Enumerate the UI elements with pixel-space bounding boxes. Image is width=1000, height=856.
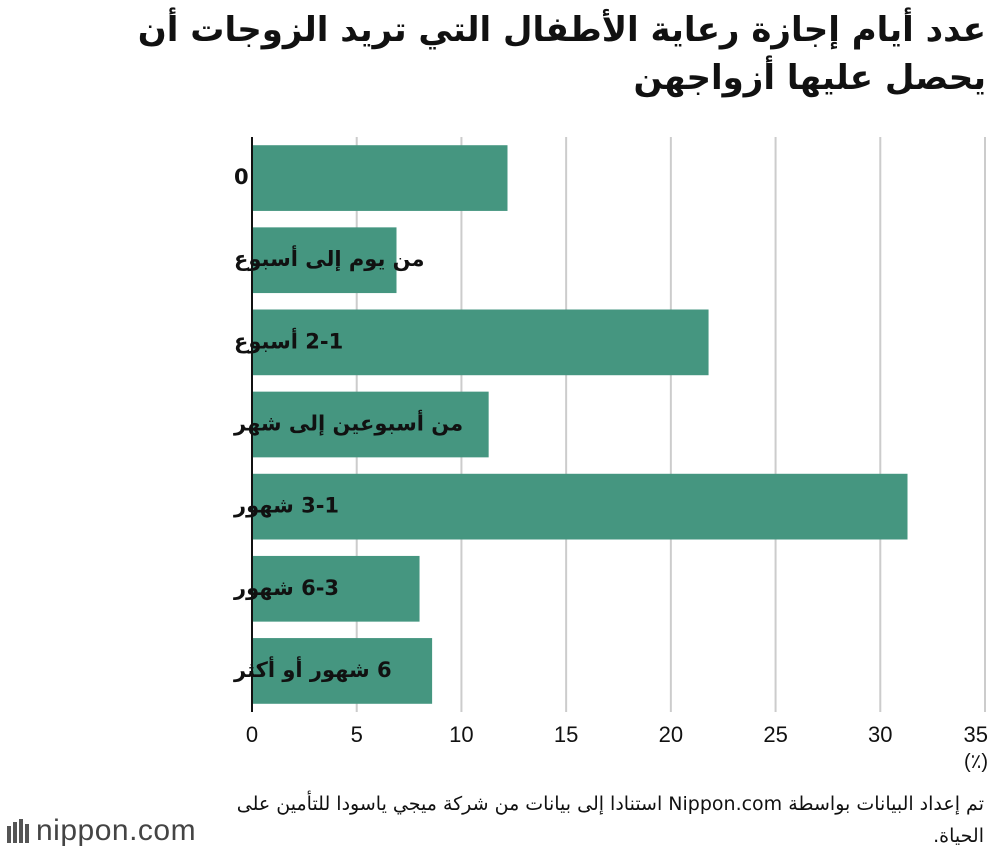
bar — [252, 391, 489, 458]
category-label: 6 شهور أو أكثر — [233, 655, 392, 682]
x-tick-label: 5 — [351, 722, 363, 747]
x-tick-label: 30 — [868, 722, 892, 747]
x-tick-label: 10 — [449, 722, 473, 747]
bar — [252, 145, 508, 211]
category-label: 6-3 شهور — [233, 576, 339, 600]
x-tick-labels: 0 5 10 15 20 25 30 35 — [246, 722, 988, 747]
nippon-logo-icon — [7, 819, 29, 843]
category-label: 2-1 أسبوع — [234, 326, 343, 353]
x-tick-label: 15 — [554, 722, 578, 747]
bar — [252, 638, 433, 704]
bar — [252, 555, 420, 622]
category-labels: 0 من يوم إلى أسبوع 2-1 أسبوع من أسبوعين إلى… — [233, 165, 463, 682]
category-label: من يوم إلى أسبوع — [234, 244, 425, 271]
x-unit-label: (٪) — [964, 751, 988, 773]
bar — [252, 309, 709, 376]
bar — [252, 227, 397, 294]
logo-text: nippon.com — [36, 814, 197, 847]
x-tick-label: 0 — [246, 722, 258, 747]
x-tick-label: 25 — [763, 722, 787, 747]
bar — [252, 473, 908, 540]
category-label: 3-1 شهور — [233, 494, 339, 518]
bar-chart: 0 من يوم إلى أسبوع 2-1 أسبوع من أسبوعين إلى… — [233, 137, 988, 773]
bars — [252, 145, 908, 704]
x-tick-label: 35 — [964, 722, 988, 747]
x-tick-label: 20 — [659, 722, 683, 747]
nippon-logo: nippon.com — [6, 814, 196, 848]
category-label: 0 — [234, 165, 249, 189]
chart-title: عدد أيام إجازة رعاية الأطفال التي تريد ا… — [137, 10, 986, 98]
category-label: من أسبوعين إلى شهر — [233, 409, 463, 436]
source-note: تم إعداد البيانات بواسطة Nippon.com استن… — [236, 793, 984, 847]
